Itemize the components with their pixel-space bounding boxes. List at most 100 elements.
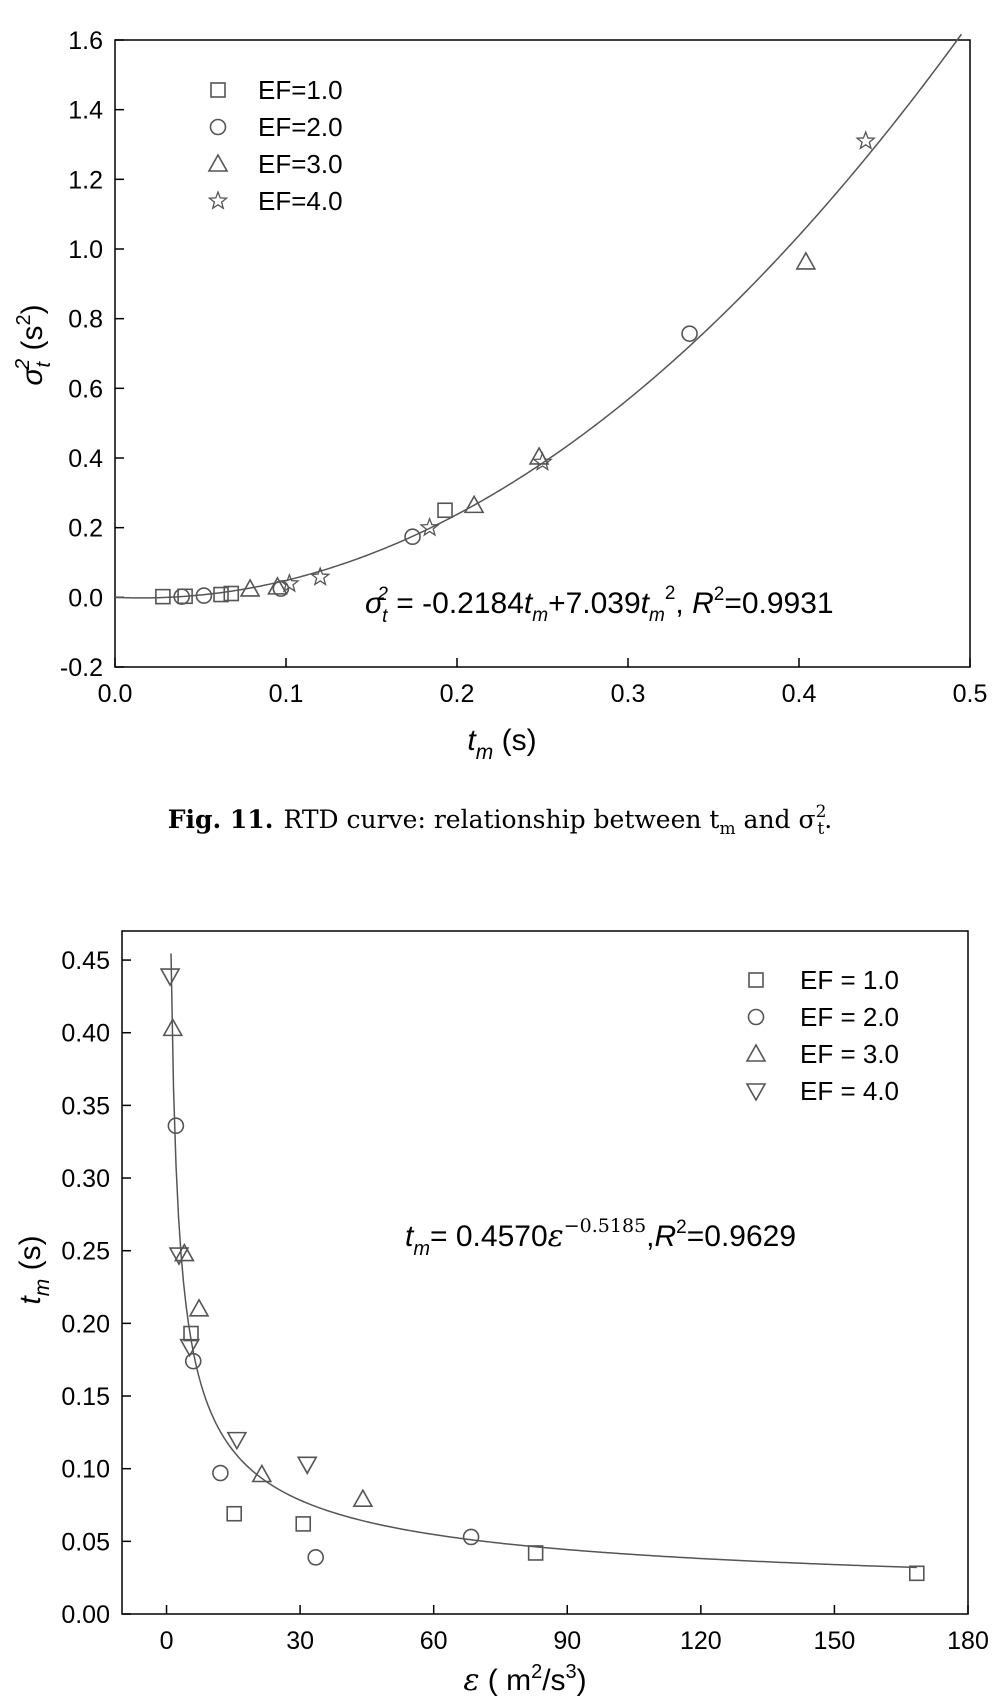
y-tick-label: 0.15: [61, 1383, 110, 1411]
data-point: [195, 587, 213, 604]
figure-caption: Fig. 11. RTD curve: relationship between …: [168, 802, 832, 839]
legend-label: EF = 4.0: [800, 1076, 899, 1106]
legend-marker: [207, 153, 229, 172]
data-point: [462, 1528, 480, 1546]
legend-marker: [207, 190, 229, 210]
data-point: [251, 1463, 273, 1483]
data-point: [179, 1338, 201, 1358]
legend-label: EF = 1.0: [800, 965, 899, 995]
y-tick-label: 0.6: [68, 375, 103, 403]
x-tick-label: 0.0: [98, 680, 133, 708]
y-tick-label: 0.30: [61, 1165, 110, 1193]
y-tick-label: 0.2: [68, 515, 103, 543]
y-tick-label: 0.35: [61, 1092, 110, 1120]
data-point: [173, 588, 190, 605]
data-point: [226, 1431, 248, 1451]
x-tick-label: 150: [814, 1627, 856, 1655]
y-tick-label: 1.4: [68, 97, 103, 125]
x-tick-label: 60: [420, 1627, 448, 1655]
y-axis-label: σt2 (s2): [12, 304, 55, 385]
equation-label: σt2 = -0.2184tm+7.039tm2, R2=0.9931: [365, 583, 834, 627]
y-axis-label: tm (s): [14, 1235, 54, 1304]
data-point: [167, 1117, 185, 1135]
legend-label: EF = 2.0: [800, 1002, 899, 1032]
data-point: [173, 1242, 195, 1262]
x-tick-label: 90: [553, 1627, 581, 1655]
fit-curve: [114, 33, 963, 599]
data-point: [463, 494, 485, 514]
data-point: [307, 1549, 324, 1566]
y-tick-label: 0.05: [61, 1528, 110, 1556]
data-point: [295, 1516, 312, 1532]
data-point: [437, 502, 453, 519]
data-point: [212, 1464, 229, 1482]
y-tick-label: 0.10: [61, 1456, 110, 1484]
legend-marker: [748, 972, 764, 988]
plot-frame: [114, 39, 971, 668]
legend-marker: [745, 1083, 767, 1102]
data-point: [855, 130, 877, 150]
y-tick-label: 0.0: [68, 584, 103, 612]
data-point: [404, 528, 421, 546]
legend-marker: [745, 1043, 767, 1062]
data-point: [908, 1565, 925, 1582]
chart-tm-vs-epsilon: 0 30 60 90 120 150 180 0.00 0.05 0.10 0.15 0.20 0.25…: [14, 930, 989, 1698]
data-point: [309, 566, 331, 586]
legend-label: EF=3.0: [258, 149, 343, 179]
y-tick-label: 0.20: [61, 1310, 110, 1338]
legend-marker: [210, 82, 226, 98]
data-point: [296, 1456, 318, 1475]
legend-marker: [209, 118, 227, 136]
equation-label: tm= 0.4570ε−0.5185,R2=0.9629: [405, 1215, 796, 1260]
legend: EF = 1.0 EF = 2.0 EF = 3.0 EF = 4.0: [745, 965, 899, 1106]
x-tick-label: 0: [160, 1627, 174, 1655]
data-point: [223, 585, 240, 602]
y-tick-label: 0.45: [61, 947, 110, 975]
y-tick-label: 1.0: [68, 236, 103, 264]
data-point: [162, 1017, 184, 1037]
data-point: [527, 1545, 544, 1561]
data-point: [681, 325, 698, 342]
legend-label: EF=1.0: [258, 75, 343, 105]
data-point: [168, 1247, 190, 1266]
x-axis-label: ε ( m2/s3): [463, 1661, 586, 1698]
data-point: [352, 1488, 374, 1507]
data-point: [532, 451, 553, 471]
data-point: [213, 586, 229, 603]
plot-frame: [121, 930, 969, 1615]
x-tick-label: 0.4: [782, 680, 817, 708]
legend-label: EF=4.0: [258, 186, 343, 216]
y-tick-label: 1.2: [68, 166, 103, 194]
x-tick-label: 0.2: [440, 680, 475, 708]
chart-rtd-variance: 0.0 0.1 0.2 0.3 0.4 0.5-0.20.00.20.40.60.81.0…: [12, 27, 987, 764]
data-point: [279, 572, 300, 593]
fit-curve: [170, 953, 917, 1569]
data-point: [188, 1298, 210, 1317]
data-point: [239, 578, 261, 597]
y-tick-label: 0.8: [68, 306, 103, 334]
x-tick-label: 180: [947, 1627, 989, 1655]
x-tick-label: 0.3: [611, 680, 646, 708]
x-tick-label: 30: [286, 1627, 314, 1655]
data-point: [159, 968, 181, 987]
x-tick-label: 0.1: [269, 680, 304, 708]
x-tick-label: 120: [680, 1627, 722, 1655]
x-tick-label: 0.5: [953, 680, 988, 708]
legend: EF=1.0 EF=2.0 EF=3.0 EF=4.0: [207, 75, 343, 216]
y-tick-label: 0.00: [61, 1601, 110, 1629]
data-point: [183, 1325, 199, 1342]
data-point: [419, 516, 440, 537]
data-point: [226, 1505, 243, 1522]
data-point: [267, 576, 288, 595]
y-tick-label: 0.40: [61, 1020, 110, 1048]
legend-marker: [747, 1008, 765, 1026]
legend-label: EF=2.0: [258, 112, 343, 142]
legend-label: EF = 3.0: [800, 1039, 899, 1069]
y-tick-label: -0.2: [60, 654, 103, 682]
data-point: [155, 588, 171, 605]
data-point: [184, 1352, 202, 1370]
y-tick-label: 1.6: [68, 27, 103, 55]
data-point: [795, 251, 817, 270]
x-axis-label: tm (s): [467, 724, 536, 764]
